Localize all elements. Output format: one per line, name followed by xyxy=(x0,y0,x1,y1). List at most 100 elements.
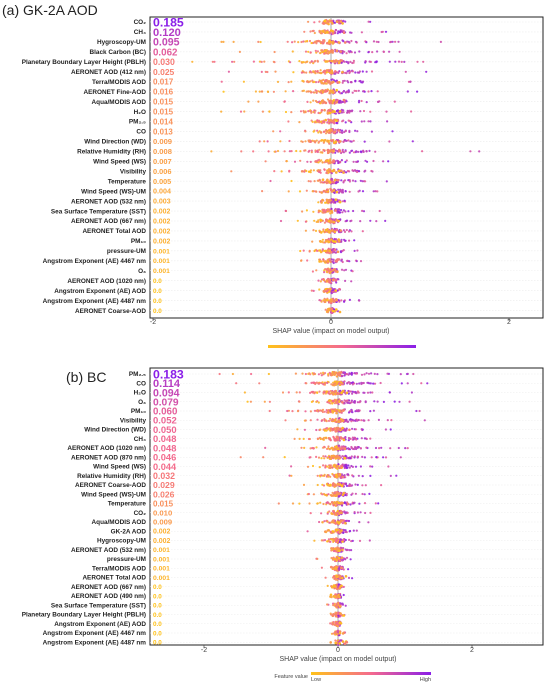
shap-point xyxy=(348,180,351,183)
shap-point xyxy=(300,259,303,262)
shap-point xyxy=(371,170,374,173)
shap-point xyxy=(319,79,323,83)
shap-point xyxy=(335,20,339,24)
shap-point xyxy=(338,110,342,113)
importance-value: 0.001 xyxy=(153,268,170,275)
shap-point xyxy=(302,249,305,252)
shap-point xyxy=(329,457,333,461)
shap-point xyxy=(341,640,345,643)
x-tick-label: 0 xyxy=(336,647,340,654)
shap-point xyxy=(322,539,325,542)
shap-point xyxy=(316,418,319,421)
feature-dots xyxy=(239,454,402,461)
shap-point xyxy=(367,521,370,524)
shap-point xyxy=(348,190,351,193)
shap-point xyxy=(339,622,343,625)
shap-point xyxy=(339,189,342,192)
feature-dots xyxy=(246,398,411,406)
importance-value: 0.007 xyxy=(153,157,172,166)
shap-point xyxy=(338,300,341,303)
shap-point xyxy=(311,190,315,193)
shap-point xyxy=(334,522,337,525)
shap-point xyxy=(312,91,315,94)
shap-point xyxy=(358,502,361,505)
shap-point xyxy=(344,548,347,551)
shap-point xyxy=(337,41,341,44)
importance-value: 0.0 xyxy=(153,288,162,295)
shap-point xyxy=(304,140,307,143)
shap-point xyxy=(328,399,332,402)
shap-point xyxy=(331,22,334,25)
shap-point xyxy=(296,428,299,431)
importance-value: 0.046 xyxy=(153,453,176,463)
shap-point xyxy=(367,90,370,93)
shap-point xyxy=(218,372,221,376)
shap-point xyxy=(304,372,307,376)
shap-point xyxy=(258,60,262,63)
feature-dots xyxy=(210,148,481,155)
importance-value: 0.013 xyxy=(153,127,173,136)
shap-point xyxy=(357,170,360,173)
shap-point xyxy=(329,89,333,92)
shap-point xyxy=(325,69,329,72)
shap-point xyxy=(332,584,336,587)
shap-point xyxy=(231,60,234,63)
shap-point xyxy=(268,409,271,413)
feature-dots xyxy=(220,39,442,46)
shap-point xyxy=(327,240,331,244)
shap-point xyxy=(285,160,288,163)
shap-point xyxy=(313,180,316,183)
feature-label: AERONET AOD (532 nm) xyxy=(71,547,146,554)
shap-point xyxy=(408,400,411,403)
importance-value: 0.060 xyxy=(153,407,178,418)
shap-point xyxy=(369,110,372,113)
shap-point xyxy=(297,41,300,44)
shap-point xyxy=(339,251,343,254)
shap-point xyxy=(344,454,347,457)
shap-point xyxy=(264,160,267,163)
feature-label: PM₁₀ xyxy=(131,238,146,245)
shap-point xyxy=(351,179,355,182)
importance-value: 0.048 xyxy=(153,434,176,444)
shap-point xyxy=(348,151,351,154)
shap-point xyxy=(333,201,336,204)
shap-point xyxy=(291,502,295,505)
feature-dots xyxy=(317,277,353,285)
shap-point xyxy=(300,40,303,44)
shap-point xyxy=(421,150,424,153)
shap-point xyxy=(331,622,335,626)
importance-value: 0.0 xyxy=(153,584,162,591)
shap-point xyxy=(356,249,359,252)
shap-point xyxy=(382,50,385,54)
shap-point xyxy=(302,61,305,64)
shap-point xyxy=(360,373,364,376)
shap-point xyxy=(322,230,325,233)
shap-point xyxy=(326,260,330,263)
shap-point xyxy=(240,150,243,153)
shap-point xyxy=(312,99,315,102)
shap-point xyxy=(329,118,333,122)
shap-point xyxy=(385,180,388,183)
shap-point xyxy=(334,128,337,131)
shap-point xyxy=(350,409,353,412)
shap-point xyxy=(309,90,312,93)
shap-point xyxy=(322,228,325,231)
shap-point xyxy=(333,130,337,134)
shap-point xyxy=(346,90,349,93)
shap-point xyxy=(355,260,358,263)
shap-point xyxy=(347,457,350,460)
feature-label: pressure-UM xyxy=(107,248,146,255)
shap-point xyxy=(412,372,415,376)
shap-point xyxy=(336,611,339,615)
shap-point xyxy=(356,511,359,514)
shap-point xyxy=(365,101,368,104)
shap-point xyxy=(325,483,329,486)
shap-point xyxy=(390,419,393,422)
shap-point xyxy=(332,168,336,172)
shap-point xyxy=(331,49,335,52)
shap-point xyxy=(333,408,337,411)
shap-point xyxy=(353,51,357,54)
shap-point xyxy=(344,150,347,153)
panel-title: (b) BC xyxy=(66,369,106,385)
shap-point xyxy=(338,439,341,442)
